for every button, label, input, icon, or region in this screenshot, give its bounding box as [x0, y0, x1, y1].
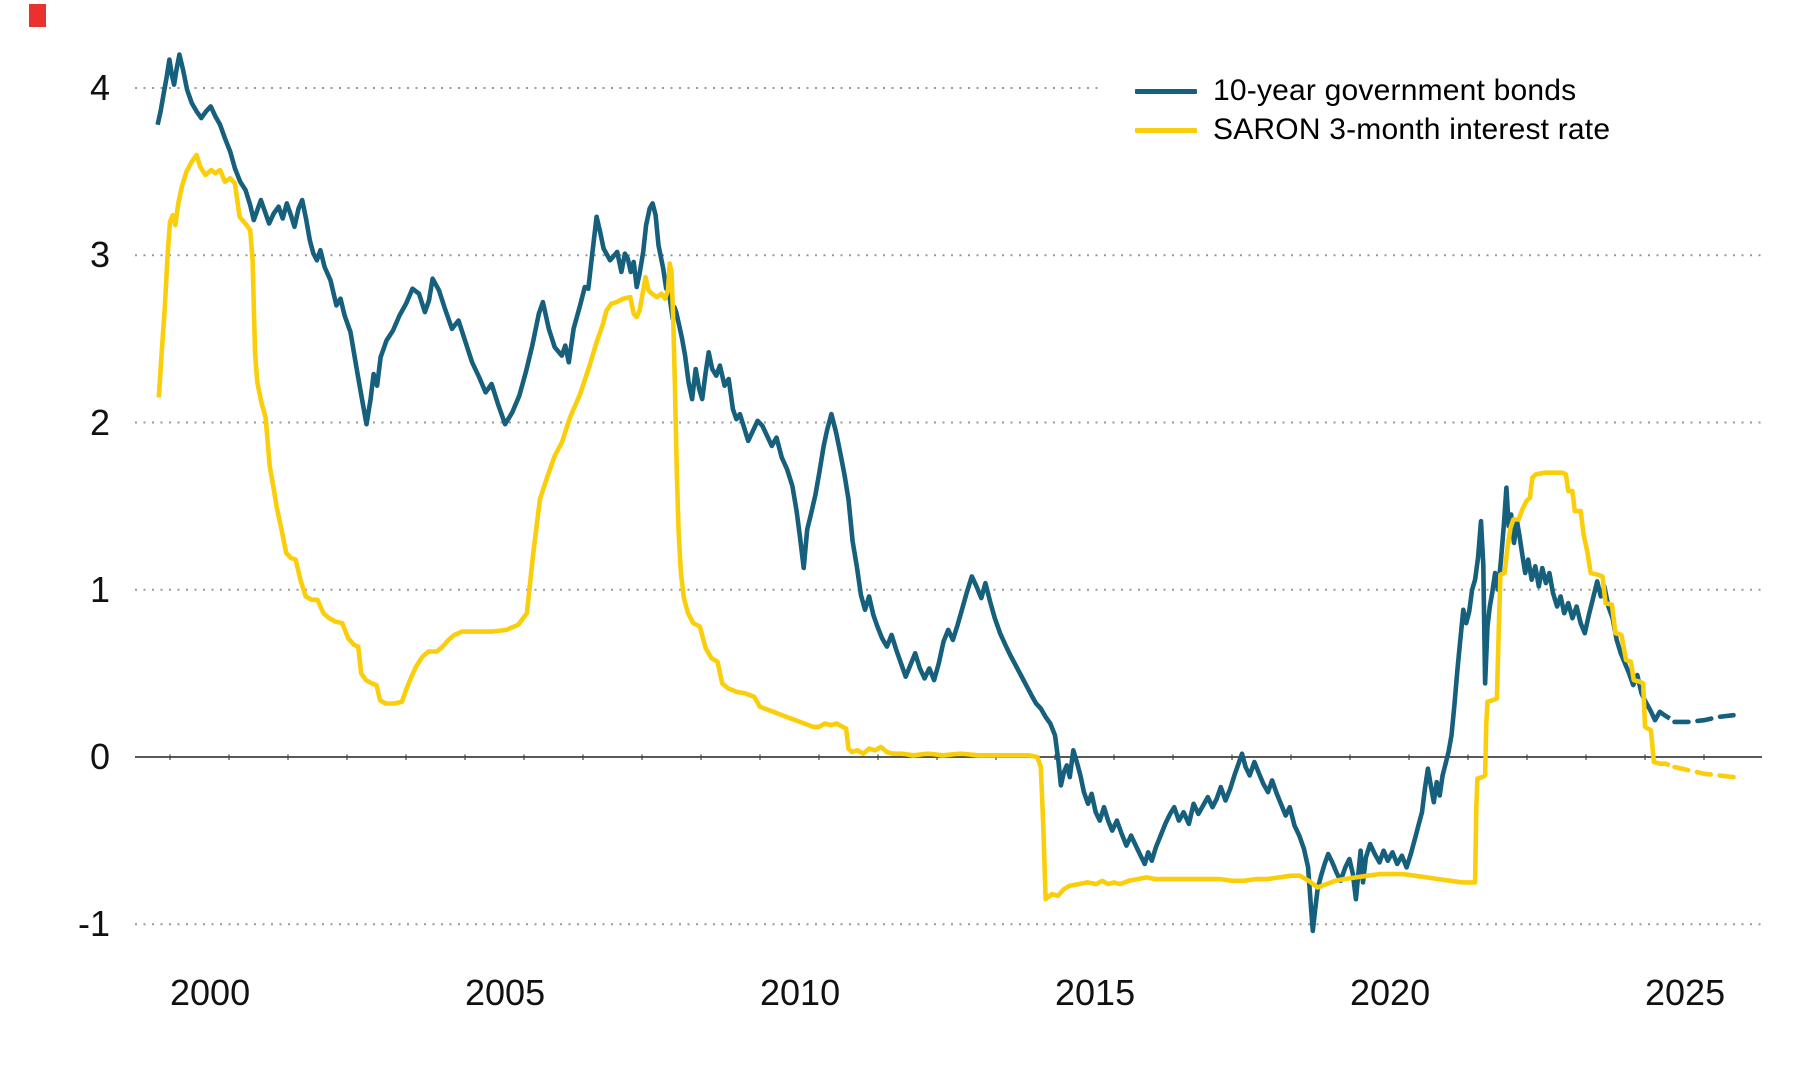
- x-tick-label-2000: 2000: [170, 972, 251, 1013]
- x-tick-label-2020: 2020: [1350, 972, 1431, 1013]
- legend-label-bonds: 10-year government bonds: [1213, 74, 1577, 107]
- x-tick-label-2010: 2010: [760, 972, 841, 1013]
- y-tick-label-3: 3: [89, 234, 110, 276]
- x-tick-label-2005: 2005: [465, 972, 546, 1013]
- legend-item-bonds: 10-year government bonds: [1135, 74, 1610, 107]
- y-tick-label-0: 0: [89, 736, 110, 777]
- series-line-bonds10y_forecast: [1672, 712, 1736, 725]
- y-tick-label-4: 4: [89, 67, 110, 108]
- legend-label-saron: SARON 3-month interest rate: [1213, 113, 1611, 146]
- y-tick-label-2: 2: [89, 401, 110, 443]
- x-tick-label-2025: 2025: [1645, 972, 1726, 1013]
- series-line-saron3m: [156, 152, 1671, 902]
- bonds-line-swatch: [1135, 88, 1197, 94]
- series-line-saron3m_forecast: [1672, 764, 1736, 780]
- legend-item-saron: SARON 3-month interest rate: [1135, 113, 1611, 146]
- y-tick-label-1: 1: [89, 568, 110, 610]
- legend: 10-year government bonds SARON 3-month i…: [1135, 74, 1611, 146]
- x-tick-label-2015: 2015: [1055, 972, 1136, 1013]
- saron-line-swatch: [1135, 127, 1197, 133]
- y-tick-label--1: -1: [77, 903, 110, 945]
- brand-logo-mark: [29, 4, 46, 27]
- series-line-bonds10y: [155, 52, 1672, 934]
